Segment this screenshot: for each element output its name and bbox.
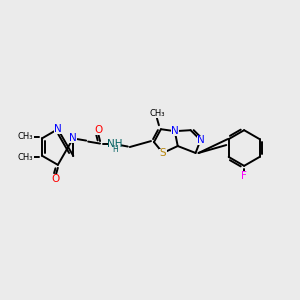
Bar xyxy=(109,140,122,148)
Bar xyxy=(94,126,102,135)
Bar xyxy=(159,148,167,158)
Bar xyxy=(171,127,179,136)
Bar xyxy=(54,125,62,134)
Bar xyxy=(240,171,248,180)
Text: S: S xyxy=(160,148,166,158)
Text: CH₃: CH₃ xyxy=(18,132,33,141)
Bar xyxy=(196,136,205,145)
Text: N: N xyxy=(197,135,204,145)
Text: CH₃: CH₃ xyxy=(18,153,33,162)
Text: F: F xyxy=(241,171,247,181)
Text: CH₃: CH₃ xyxy=(149,109,165,118)
Text: H: H xyxy=(112,145,118,154)
Bar xyxy=(52,174,60,183)
Text: N: N xyxy=(54,124,62,134)
Text: O: O xyxy=(52,174,60,184)
Bar xyxy=(148,109,166,118)
Bar xyxy=(17,132,34,141)
Bar xyxy=(17,154,34,162)
Text: N: N xyxy=(171,126,178,136)
Text: N: N xyxy=(69,133,77,143)
Bar xyxy=(69,134,77,142)
Text: O: O xyxy=(94,125,102,135)
Text: NH: NH xyxy=(107,139,123,149)
